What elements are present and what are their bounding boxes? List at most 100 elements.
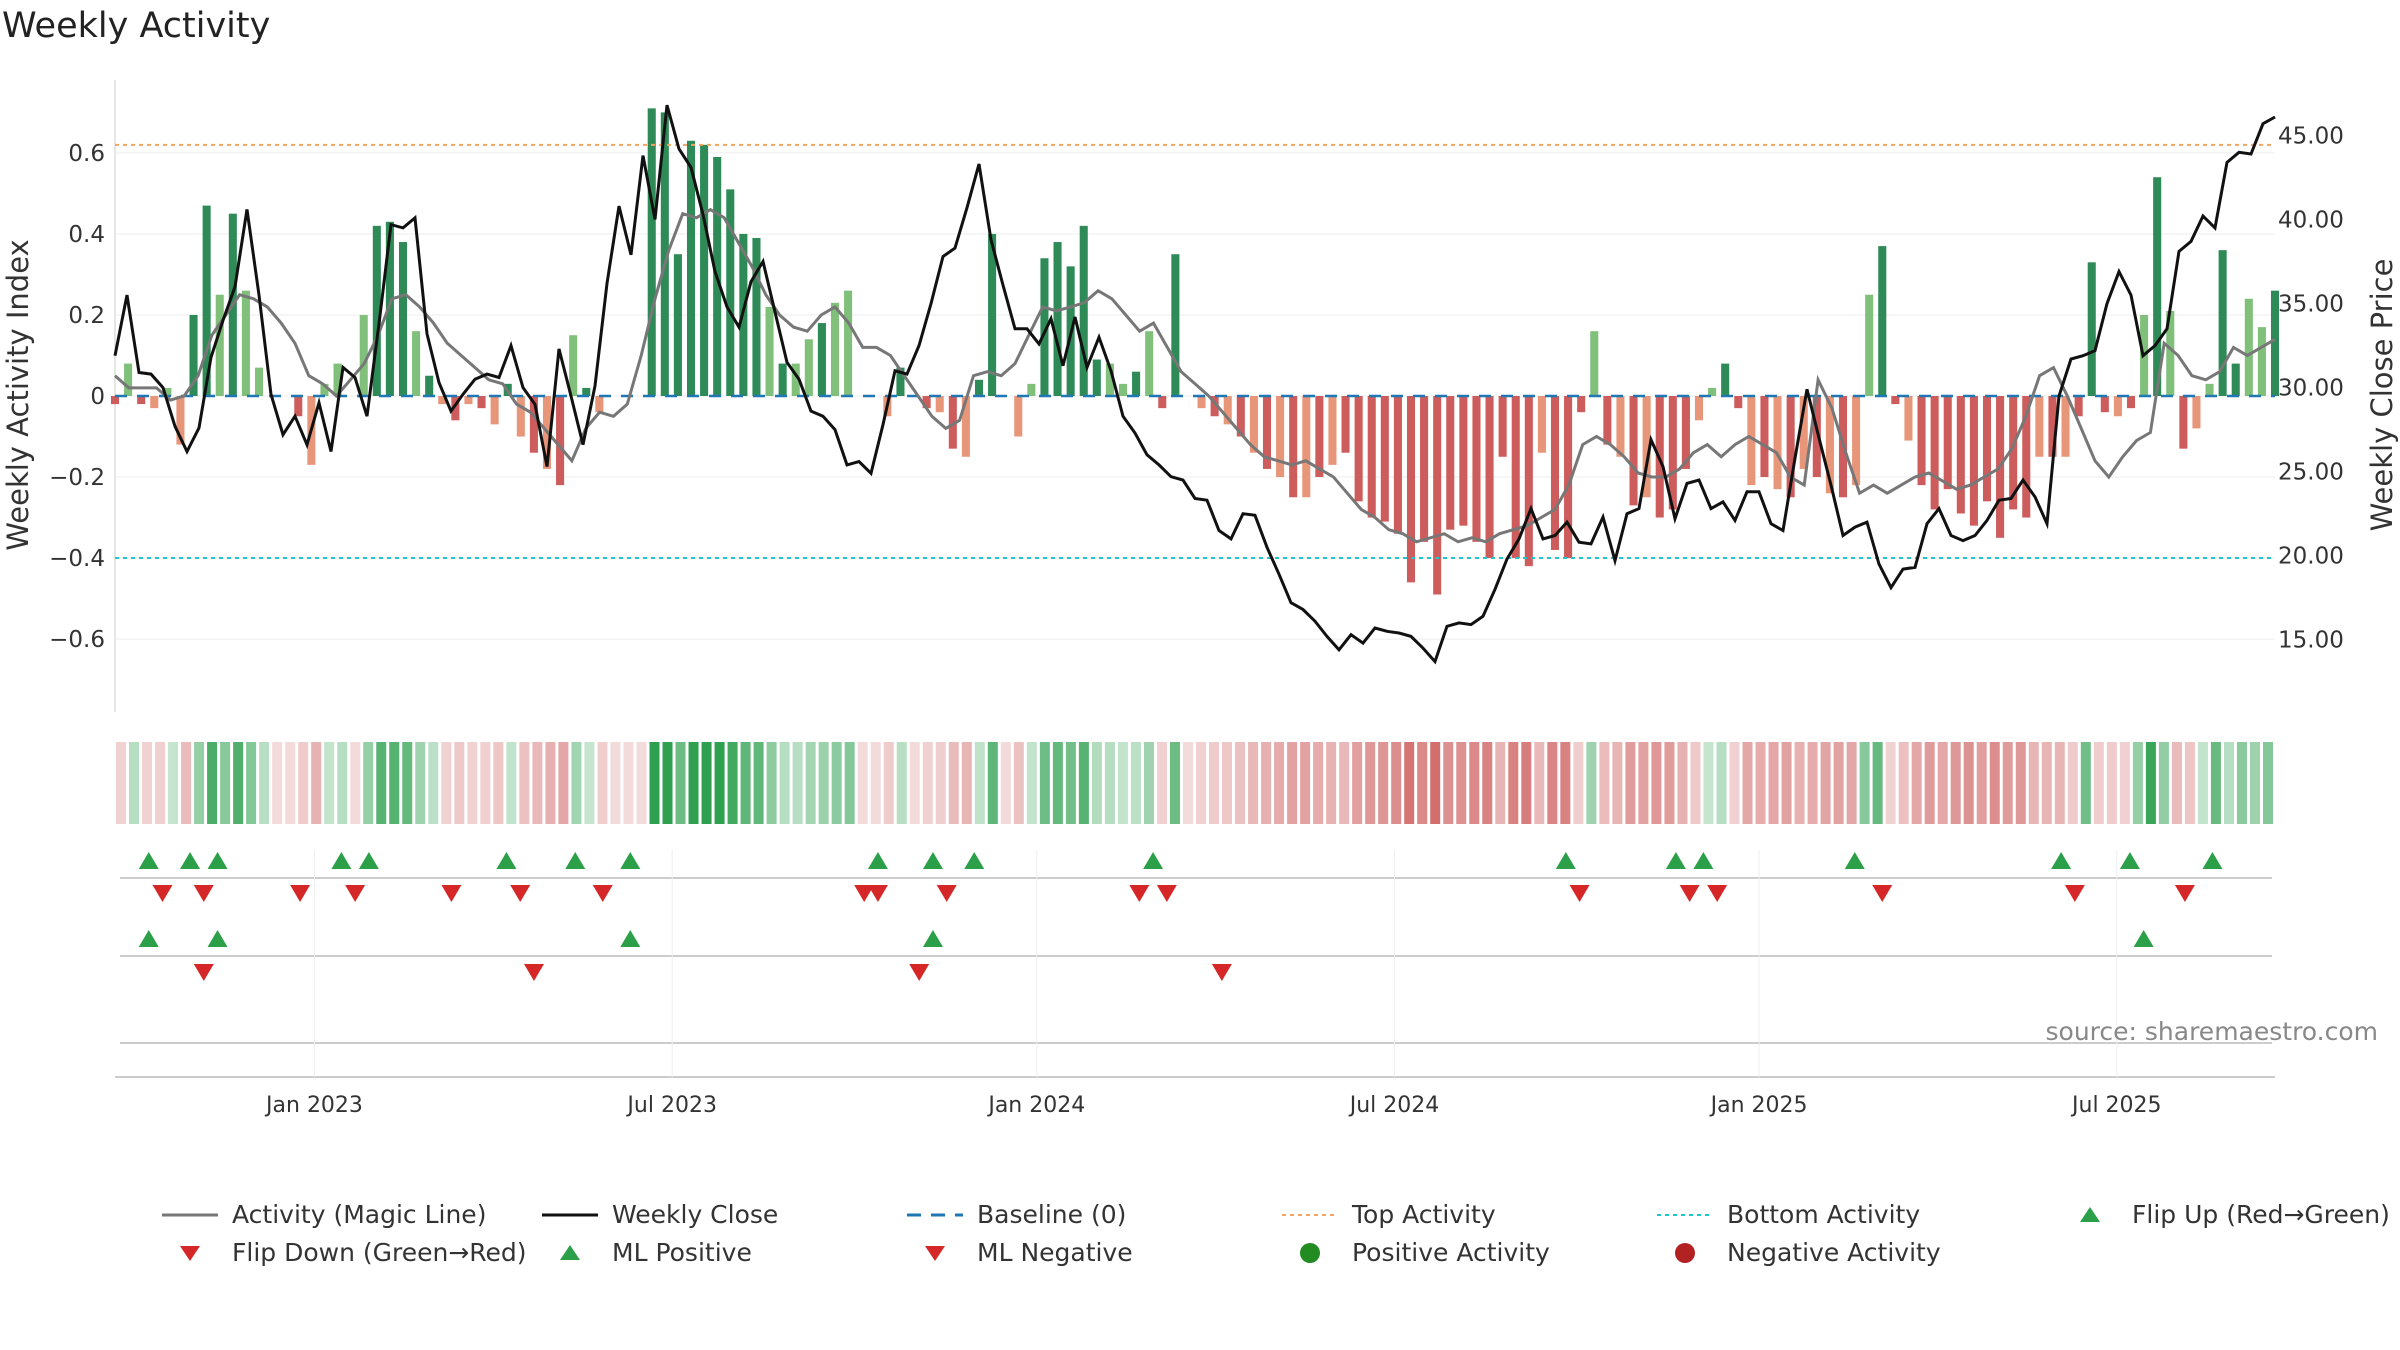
triangle-up-icon (207, 930, 228, 947)
triangle-up-icon (358, 852, 379, 869)
activity-bar (1393, 396, 1402, 534)
heat-cell (1209, 742, 1220, 824)
heat-cell (1677, 742, 1688, 824)
heat-cell (1742, 742, 1753, 824)
triangle-down-icon (1679, 885, 1700, 902)
heat-cell (2015, 742, 2026, 824)
legend-item: Weekly Close (540, 1200, 778, 1229)
legend-label: Activity (Magic Line) (232, 1200, 487, 1229)
activity-bar (1550, 396, 1560, 550)
heat-cell (1091, 742, 1102, 824)
triangle-down-icon (510, 885, 531, 902)
activity-bar (1328, 396, 1337, 465)
activity-bar (961, 396, 970, 457)
heat-cell (1963, 742, 1974, 824)
activity-bar (974, 379, 984, 396)
triangle-down-icon (152, 885, 173, 902)
activity-bar (1982, 396, 1992, 502)
heat-cell (1885, 742, 1896, 824)
heat-cell (935, 742, 946, 824)
activity-heat-strip (116, 742, 2273, 824)
heat-cell (766, 742, 777, 824)
activity-bar (595, 396, 604, 413)
heat-cell (1052, 742, 1063, 824)
heat-cell (1638, 742, 1649, 824)
triangle-down-icon (193, 885, 214, 902)
signal-panel (115, 852, 2275, 1078)
activity-bar (438, 396, 447, 405)
activity-bar (2048, 396, 2057, 457)
weekly-close-line (113, 104, 2276, 665)
heat-cell (1820, 742, 1831, 824)
heat-cell (623, 742, 634, 824)
activity-bar (1472, 396, 1481, 542)
heat-cell (415, 742, 426, 824)
heat-cell (922, 742, 933, 824)
activity-bar (2074, 396, 2083, 417)
activity-bar (935, 396, 944, 413)
activity-bar (1315, 396, 1324, 478)
heat-cell (155, 742, 166, 824)
triangle-up-icon (1693, 852, 1714, 869)
heat-cell (1235, 742, 1246, 824)
heat-cell (311, 742, 322, 824)
activity-bar (1943, 396, 1952, 490)
activity-bar (2270, 290, 2280, 396)
heat-cell (1143, 742, 1154, 824)
heat-cell (402, 742, 413, 824)
activity-bar (241, 290, 250, 396)
activity-bar (830, 302, 840, 396)
heat-cell (1664, 742, 1675, 824)
activity-bars (110, 108, 2280, 595)
x-tick-label: Jan 2023 (264, 1093, 363, 1118)
activity-bar (1145, 331, 1154, 396)
heat-cell (2262, 742, 2273, 824)
activity-bar (2035, 396, 2044, 457)
heat-cell (1026, 742, 1037, 824)
activity-bar (2192, 396, 2201, 429)
activity-bar (660, 112, 669, 397)
heat-cell (467, 742, 478, 824)
heat-cell (207, 742, 218, 824)
activity-bar (2179, 396, 2188, 449)
y-tick-label: 0.2 (68, 303, 105, 329)
legend-label: Positive Activity (1352, 1238, 1550, 1267)
legend-item: Activity (Magic Line) (160, 1200, 486, 1229)
heat-cell (1547, 742, 1558, 824)
activity-bar (1524, 396, 1533, 567)
activity-bar (804, 339, 813, 396)
activity-bar (529, 396, 538, 453)
activity-bar (372, 225, 381, 396)
legend-item: Top Activity (1280, 1200, 1496, 1229)
activity-bar (1289, 396, 1298, 498)
heat-cell (1521, 742, 1532, 824)
heat-cell (1573, 742, 1584, 824)
heat-cell (506, 742, 517, 824)
heat-cell (2119, 742, 2130, 824)
triangle-up-icon (2051, 852, 2072, 869)
activity-bar (294, 396, 303, 417)
heat-cell (610, 742, 621, 824)
triangle-up-icon (138, 852, 159, 869)
triangle-down-icon (441, 885, 462, 902)
activity-bar (896, 367, 905, 396)
heat-cell (1078, 742, 1089, 824)
triangle-up-icon (922, 852, 943, 869)
heat-cell (2236, 742, 2247, 824)
activity-bar (2087, 262, 2096, 396)
heat-cell (831, 742, 842, 824)
activity-bar (2244, 298, 2253, 396)
magic-line (114, 207, 2276, 544)
y-tick-label: −0.6 (49, 627, 105, 653)
activity-bar (1341, 396, 1350, 453)
activity-bar (791, 363, 800, 396)
activity-bar (1577, 396, 1586, 413)
heat-cell (272, 742, 283, 824)
activity-bar (2166, 310, 2175, 396)
activity-bar (1760, 396, 1769, 478)
heat-cell (675, 742, 686, 824)
heat-cell (1625, 742, 1636, 824)
heat-cell (233, 742, 244, 824)
heat-cell (1313, 742, 1324, 824)
triangle-up-icon (1143, 852, 1164, 869)
